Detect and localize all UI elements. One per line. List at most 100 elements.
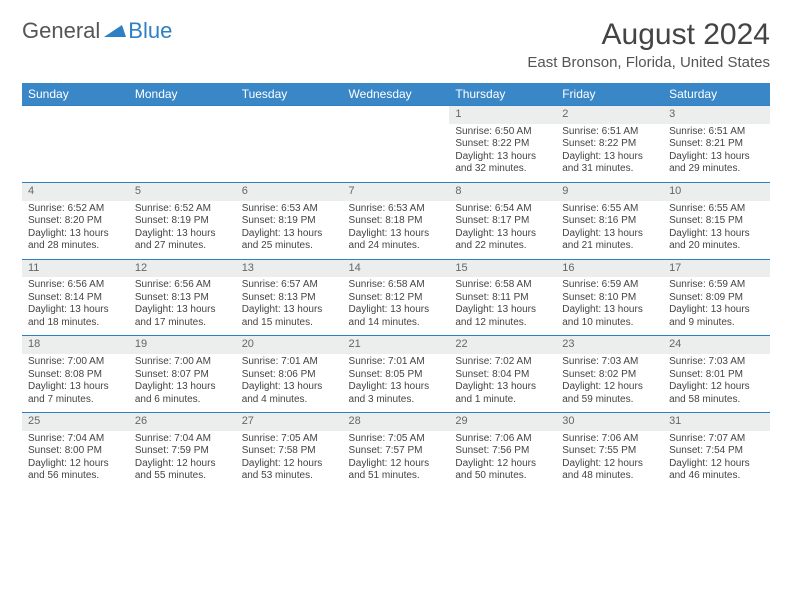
sunrise-text: Sunrise: 6:55 AM xyxy=(669,203,764,216)
day-content: Sunrise: 7:01 AMSunset: 8:05 PMDaylight:… xyxy=(343,354,450,412)
month-title: August 2024 xyxy=(527,18,770,52)
calendar-week-row: 11Sunrise: 6:56 AMSunset: 8:14 PMDayligh… xyxy=(22,259,770,336)
sunrise-text: Sunrise: 6:51 AM xyxy=(562,126,657,139)
calendar-day-cell: 1Sunrise: 6:50 AMSunset: 8:22 PMDaylight… xyxy=(449,106,556,183)
day-number: 17 xyxy=(663,260,770,278)
day-number: 16 xyxy=(556,260,663,278)
day-header: Tuesday xyxy=(236,83,343,106)
daylight-text: Daylight: 12 hours and 55 minutes. xyxy=(135,458,230,483)
day-number: 1 xyxy=(449,106,556,124)
sunset-text: Sunset: 7:56 PM xyxy=(455,445,550,458)
sunset-text: Sunset: 8:17 PM xyxy=(455,215,550,228)
calendar-week-row: 4Sunrise: 6:52 AMSunset: 8:20 PMDaylight… xyxy=(22,182,770,259)
daylight-text: Daylight: 13 hours and 21 minutes. xyxy=(562,228,657,253)
day-content: Sunrise: 6:54 AMSunset: 8:17 PMDaylight:… xyxy=(449,201,556,259)
daylight-text: Daylight: 13 hours and 32 minutes. xyxy=(455,151,550,176)
sunrise-text: Sunrise: 7:06 AM xyxy=(562,433,657,446)
calendar-day-cell: 14Sunrise: 6:58 AMSunset: 8:12 PMDayligh… xyxy=(343,259,450,336)
sunset-text: Sunset: 8:13 PM xyxy=(242,292,337,305)
calendar-day-cell: 31Sunrise: 7:07 AMSunset: 7:54 PMDayligh… xyxy=(663,413,770,489)
day-content: Sunrise: 6:56 AMSunset: 8:13 PMDaylight:… xyxy=(129,277,236,335)
day-number: 2 xyxy=(556,106,663,124)
sunrise-text: Sunrise: 6:55 AM xyxy=(562,203,657,216)
calendar-day-cell: 11Sunrise: 6:56 AMSunset: 8:14 PMDayligh… xyxy=(22,259,129,336)
day-content: Sunrise: 6:58 AMSunset: 8:11 PMDaylight:… xyxy=(449,277,556,335)
sunrise-text: Sunrise: 7:01 AM xyxy=(349,356,444,369)
logo-triangle-icon xyxy=(104,21,126,42)
calendar-day-cell: 6Sunrise: 6:53 AMSunset: 8:19 PMDaylight… xyxy=(236,182,343,259)
sunset-text: Sunset: 8:13 PM xyxy=(135,292,230,305)
daylight-text: Daylight: 12 hours and 50 minutes. xyxy=(455,458,550,483)
day-header: Thursday xyxy=(449,83,556,106)
day-number-empty xyxy=(236,106,343,124)
sunrise-text: Sunrise: 7:05 AM xyxy=(349,433,444,446)
sunset-text: Sunset: 8:16 PM xyxy=(562,215,657,228)
sunrise-text: Sunrise: 7:00 AM xyxy=(28,356,123,369)
calendar-day-cell: 23Sunrise: 7:03 AMSunset: 8:02 PMDayligh… xyxy=(556,336,663,413)
sunset-text: Sunset: 8:00 PM xyxy=(28,445,123,458)
sunset-text: Sunset: 8:19 PM xyxy=(135,215,230,228)
daylight-text: Daylight: 13 hours and 17 minutes. xyxy=(135,304,230,329)
daylight-text: Daylight: 13 hours and 18 minutes. xyxy=(28,304,123,329)
daylight-text: Daylight: 13 hours and 15 minutes. xyxy=(242,304,337,329)
day-number: 30 xyxy=(556,413,663,431)
sunset-text: Sunset: 8:18 PM xyxy=(349,215,444,228)
calendar-day-cell: 28Sunrise: 7:05 AMSunset: 7:57 PMDayligh… xyxy=(343,413,450,489)
sunset-text: Sunset: 8:14 PM xyxy=(28,292,123,305)
sunrise-text: Sunrise: 6:58 AM xyxy=(349,279,444,292)
day-header: Wednesday xyxy=(343,83,450,106)
calendar-day-cell: 30Sunrise: 7:06 AMSunset: 7:55 PMDayligh… xyxy=(556,413,663,489)
day-number: 20 xyxy=(236,336,343,354)
calendar-day-cell xyxy=(22,106,129,183)
day-number: 13 xyxy=(236,260,343,278)
day-header: Saturday xyxy=(663,83,770,106)
day-header: Friday xyxy=(556,83,663,106)
daylight-text: Daylight: 12 hours and 56 minutes. xyxy=(28,458,123,483)
sunrise-text: Sunrise: 7:04 AM xyxy=(135,433,230,446)
calendar-day-cell xyxy=(236,106,343,183)
sunset-text: Sunset: 8:01 PM xyxy=(669,369,764,382)
sunrise-text: Sunrise: 7:00 AM xyxy=(135,356,230,369)
daylight-text: Daylight: 13 hours and 9 minutes. xyxy=(669,304,764,329)
sunset-text: Sunset: 8:05 PM xyxy=(349,369,444,382)
calendar-day-cell: 25Sunrise: 7:04 AMSunset: 8:00 PMDayligh… xyxy=(22,413,129,489)
day-number: 27 xyxy=(236,413,343,431)
calendar-day-cell: 8Sunrise: 6:54 AMSunset: 8:17 PMDaylight… xyxy=(449,182,556,259)
daylight-text: Daylight: 13 hours and 12 minutes. xyxy=(455,304,550,329)
sunrise-text: Sunrise: 6:56 AM xyxy=(28,279,123,292)
day-number: 4 xyxy=(22,183,129,201)
daylight-text: Daylight: 12 hours and 46 minutes. xyxy=(669,458,764,483)
calendar-head: SundayMondayTuesdayWednesdayThursdayFrid… xyxy=(22,83,770,106)
sunrise-text: Sunrise: 6:50 AM xyxy=(455,126,550,139)
day-number-empty xyxy=(129,106,236,124)
sunset-text: Sunset: 8:20 PM xyxy=(28,215,123,228)
daylight-text: Daylight: 13 hours and 6 minutes. xyxy=(135,381,230,406)
sunrise-text: Sunrise: 6:51 AM xyxy=(669,126,764,139)
calendar-week-row: 1Sunrise: 6:50 AMSunset: 8:22 PMDaylight… xyxy=(22,106,770,183)
day-content: Sunrise: 7:05 AMSunset: 7:58 PMDaylight:… xyxy=(236,431,343,489)
sunrise-text: Sunrise: 6:59 AM xyxy=(669,279,764,292)
day-header: Sunday xyxy=(22,83,129,106)
sunrise-text: Sunrise: 6:53 AM xyxy=(242,203,337,216)
daylight-text: Daylight: 13 hours and 24 minutes. xyxy=(349,228,444,253)
calendar-day-cell xyxy=(129,106,236,183)
calendar-day-cell: 2Sunrise: 6:51 AMSunset: 8:22 PMDaylight… xyxy=(556,106,663,183)
day-content: Sunrise: 6:50 AMSunset: 8:22 PMDaylight:… xyxy=(449,124,556,182)
sunrise-text: Sunrise: 7:03 AM xyxy=(562,356,657,369)
sunrise-text: Sunrise: 6:58 AM xyxy=(455,279,550,292)
day-content: Sunrise: 6:51 AMSunset: 8:21 PMDaylight:… xyxy=(663,124,770,182)
calendar-day-cell: 16Sunrise: 6:59 AMSunset: 8:10 PMDayligh… xyxy=(556,259,663,336)
day-content: Sunrise: 7:00 AMSunset: 8:08 PMDaylight:… xyxy=(22,354,129,412)
sunset-text: Sunset: 8:19 PM xyxy=(242,215,337,228)
calendar-day-cell: 17Sunrise: 6:59 AMSunset: 8:09 PMDayligh… xyxy=(663,259,770,336)
sunset-text: Sunset: 7:58 PM xyxy=(242,445,337,458)
calendar-day-cell: 9Sunrise: 6:55 AMSunset: 8:16 PMDaylight… xyxy=(556,182,663,259)
day-content: Sunrise: 7:03 AMSunset: 8:01 PMDaylight:… xyxy=(663,354,770,412)
day-content: Sunrise: 7:00 AMSunset: 8:07 PMDaylight:… xyxy=(129,354,236,412)
day-number: 6 xyxy=(236,183,343,201)
day-content: Sunrise: 7:03 AMSunset: 8:02 PMDaylight:… xyxy=(556,354,663,412)
sunrise-text: Sunrise: 7:06 AM xyxy=(455,433,550,446)
sunset-text: Sunset: 8:12 PM xyxy=(349,292,444,305)
calendar-day-cell: 13Sunrise: 6:57 AMSunset: 8:13 PMDayligh… xyxy=(236,259,343,336)
daylight-text: Daylight: 13 hours and 28 minutes. xyxy=(28,228,123,253)
